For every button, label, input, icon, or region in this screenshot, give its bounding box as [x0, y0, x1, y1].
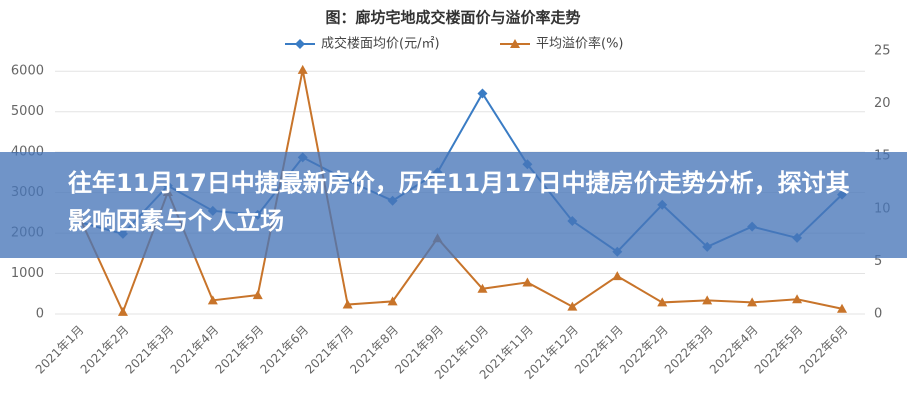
y-tick-label: 5000 [11, 104, 44, 119]
banner [0, 152, 907, 258]
point [477, 283, 488, 293]
y2-tick-label: 20 [874, 96, 891, 111]
x-tick-label: 2022年6月 [797, 323, 851, 377]
point [612, 271, 623, 281]
y-tick-label: 0 [36, 307, 44, 322]
legend-label: 平均溢价率(%) [536, 36, 624, 52]
point [387, 296, 398, 306]
chart-title: 图：廊坊宅地成交楼面价与溢价率走势 [325, 9, 580, 27]
point [657, 297, 668, 307]
series-line [77, 69, 843, 315]
y2-tick-label: 0 [874, 307, 882, 322]
point [117, 306, 128, 316]
y2-tick-label: 25 [874, 44, 891, 59]
point [702, 295, 713, 305]
point [207, 295, 218, 305]
point [837, 303, 847, 313]
headline: 往年11月17日中捷最新房价，历年11月17日中捷房价走势分析，探讨其影响因素与… [68, 169, 850, 235]
point [295, 39, 305, 49]
legend-label: 成交楼面均价(元/㎡) [321, 36, 440, 52]
point [297, 64, 308, 74]
point [747, 297, 758, 307]
point [477, 88, 488, 99]
point [510, 39, 520, 48]
y2-tick-label: 5 [874, 254, 882, 269]
point [342, 299, 353, 309]
point [252, 290, 263, 300]
y-tick-label: 6000 [11, 64, 44, 79]
y-tick-label: 1000 [11, 266, 44, 281]
point [792, 294, 803, 304]
point [567, 301, 578, 311]
point [522, 277, 533, 287]
